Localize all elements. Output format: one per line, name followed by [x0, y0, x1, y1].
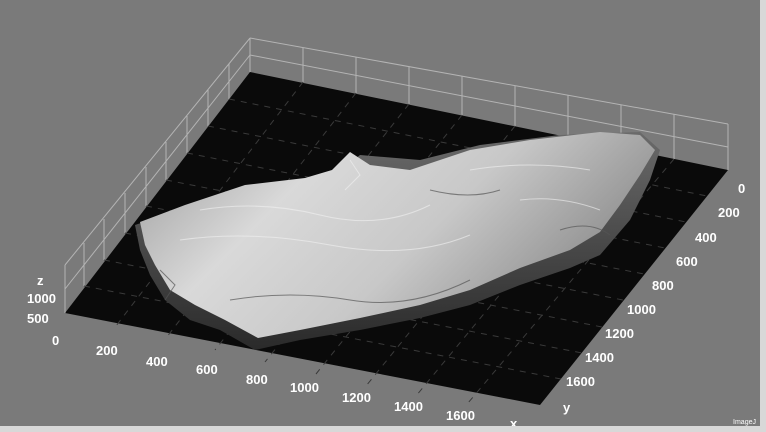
y-tick-label: 0 — [738, 181, 745, 196]
x-tick-label: 1000 — [290, 380, 319, 395]
x-axis-title: x — [510, 416, 518, 426]
x-tick-label: 1600 — [446, 408, 475, 423]
x-tick-label: 400 — [146, 354, 168, 369]
y-tick-label: 1200 — [605, 326, 634, 341]
x-tick-label: 1400 — [394, 399, 423, 414]
x-origin-label: 0 — [52, 333, 59, 348]
y-axis-title: y — [563, 400, 571, 415]
y-tick-label: 200 — [718, 205, 740, 220]
back-wall-grid — [64, 37, 729, 313]
surface-details — [179, 159, 601, 252]
surface-plot: z 1000 500 0 200 400 600 800 1000 1200 1… — [27, 37, 745, 426]
y-tick-label: 1400 — [585, 350, 614, 365]
x-tick-label: 200 — [96, 343, 118, 358]
y-tick-label: 1600 — [566, 374, 595, 389]
x-tick-label: 1200 — [342, 390, 371, 405]
y-tick-label: 600 — [676, 254, 698, 269]
watermark-label: ImageJ — [733, 419, 756, 426]
x-tick-label: 600 — [196, 362, 218, 377]
surface-mesh — [140, 132, 655, 338]
x-tick-label: 800 — [246, 372, 268, 387]
z-axis-title: z — [37, 273, 44, 288]
y-tick-label: 1000 — [627, 302, 656, 317]
z-tick-label: 1000 — [27, 291, 56, 306]
y-tick-label: 800 — [652, 278, 674, 293]
z-tick-label: 500 — [27, 311, 49, 326]
y-tick-label: 400 — [695, 230, 717, 245]
surface-shadows — [159, 189, 611, 303]
